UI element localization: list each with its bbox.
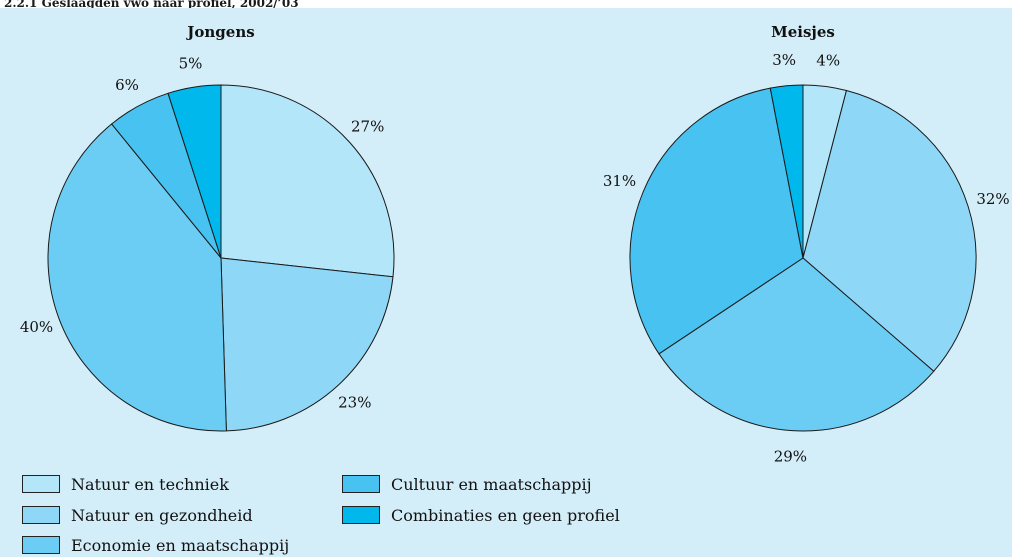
pie-jongens: Jongens 27% 23% 40% 6% 5%: [20, 23, 395, 432]
legend-item-natuur-gezondheid: Natuur en gezondheid: [22, 505, 253, 525]
pie-slice-combinaties-en-geen-profiel: [769, 84, 804, 259]
pie-slice-natuur-en-techniek: [220, 84, 395, 278]
pie-label-economie-en-maatschappij: 29%: [774, 448, 807, 466]
legend-label: Combinaties en geen profiel: [391, 505, 620, 525]
legend-item-natuur-techniek: Natuur en techniek: [22, 474, 229, 494]
pie-meisjes: Meisjes 4% 32% 29% 31% 3%: [603, 23, 1010, 466]
legend-item-economie-maatschappij: Economie en maatschappij: [22, 535, 289, 555]
pie-label-cultuur-en-maatschappij: 31%: [603, 172, 636, 190]
pie-label-cultuur-en-maatschappij: 6%: [115, 76, 139, 94]
pie-slice-natuur-en-gezondheid: [802, 89, 977, 372]
pie-slice-economie-en-maatschappij: [47, 123, 227, 432]
figure-title: 2.2.1 Geslaagden vwo naar profiel, 2002/…: [4, 0, 299, 10]
legend-swatch: [22, 475, 60, 493]
legend-item-combinaties: Combinaties en geen profiel: [342, 505, 620, 525]
pie-slice-cultuur-en-maatschappij: [629, 87, 804, 355]
pie-title-meisjes: Meisjes: [771, 23, 835, 41]
legend-swatch: [22, 536, 60, 554]
pie-slice-natuur-en-gezondheid: [220, 257, 394, 432]
pie-charts: Jongens 27% 23% 40% 6% 5% Meisjes 4% 32% 29% 31…: [20, 23, 1010, 466]
legend-label: Natuur en gezondheid: [71, 505, 253, 525]
pie-label-economie-en-maatschappij: 40%: [20, 318, 53, 336]
pie-slice-economie-en-maatschappij: [658, 257, 935, 432]
legend-swatch: [22, 506, 60, 524]
pie-label-combinaties-en-geen-profiel: 3%: [772, 51, 796, 69]
pie-slice-combinaties-en-geen-profiel: [167, 84, 222, 259]
pie-label-natuur-en-gezondheid: 23%: [338, 394, 371, 412]
legend-label: Natuur en techniek: [71, 474, 229, 494]
legend-label: Economie en maatschappij: [71, 535, 290, 555]
pie-label-natuur-en-gezondheid: 32%: [976, 190, 1009, 208]
pie-label-combinaties-en-geen-profiel: 5%: [179, 54, 203, 72]
pie-label-natuur-en-techniek: 27%: [351, 118, 384, 136]
chart-panel: Jongens 27% 23% 40% 6% 5% Meisjes 4% 32% 29% 31…: [0, 8, 1012, 557]
legend-swatch: [342, 506, 380, 524]
legend-swatch: [342, 475, 380, 493]
pie-title-jongens: Jongens: [185, 23, 254, 41]
pie-label-natuur-en-techniek: 4%: [816, 52, 840, 70]
legend-label: Cultuur en maatschappij: [391, 474, 592, 494]
legend-item-cultuur-maatschappij: Cultuur en maatschappij: [342, 474, 592, 494]
